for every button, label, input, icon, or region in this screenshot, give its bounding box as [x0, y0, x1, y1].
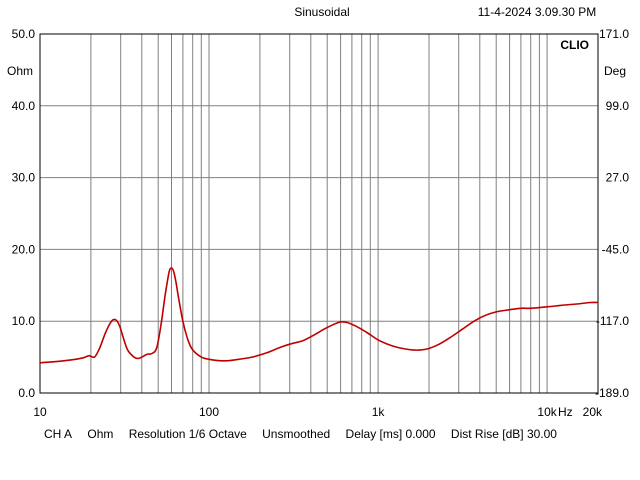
y2-tick-label: -189.0: [595, 386, 629, 400]
grid: [40, 34, 598, 393]
x-tick-label: 10: [33, 405, 47, 419]
y2-tick-label: -45.0: [602, 242, 630, 256]
dist-rise-label: Dist Rise [dB] 30.00: [450, 427, 557, 441]
y2-axis-ticks: -189.0 -117.0 -45.0 27.0 99.0 171.0: [595, 27, 629, 400]
channel-label: CH A: [44, 427, 73, 441]
y-tick-label: 40.0: [12, 99, 36, 113]
y-tick-label: 0.0: [18, 386, 35, 400]
x-axis-unit: Hz: [558, 405, 573, 419]
y2-axis-unit: Deg: [604, 64, 626, 78]
y-axis-ticks: 0.0 10.0 20.0 30.0 40.0 50.0: [12, 27, 36, 400]
delay-label: Delay [ms] 0.000: [345, 427, 436, 441]
y-tick-label: 20.0: [12, 242, 36, 256]
y-tick-label: 10.0: [12, 314, 36, 328]
x-tick-label: 20k: [583, 405, 603, 419]
y2-tick-label: 99.0: [606, 99, 630, 113]
impedance-curve: [39, 267, 599, 364]
status-bar: CH A Ohm Resolution 1/6 Octave Unsmoothe…: [44, 427, 569, 441]
y2-tick-label: 27.0: [606, 171, 630, 185]
x-tick-label: 1k: [372, 405, 386, 419]
y2-tick-label: 171.0: [599, 27, 629, 41]
brand-logo: CLIO: [560, 38, 589, 52]
smoothing-label: Unsmoothed: [262, 427, 331, 441]
x-axis-ticks: 10 100 1k 10k 20k: [33, 405, 603, 419]
x-tick-label: 10k: [537, 405, 557, 419]
resolution-label: Resolution 1/6 Octave: [128, 427, 247, 441]
plot-frame: [39, 33, 599, 394]
y-tick-label: 50.0: [12, 27, 36, 41]
measurement-mode: Sinusoidal: [294, 5, 349, 19]
y-tick-label: 30.0: [12, 171, 36, 185]
unit-label: Ohm: [87, 427, 114, 441]
y-axis-unit: Ohm: [7, 64, 33, 78]
timestamp: 11-4-2024 3.09.30 PM: [478, 5, 597, 19]
x-tick-label: 100: [199, 405, 219, 419]
y2-tick-label: -117.0: [596, 314, 629, 328]
